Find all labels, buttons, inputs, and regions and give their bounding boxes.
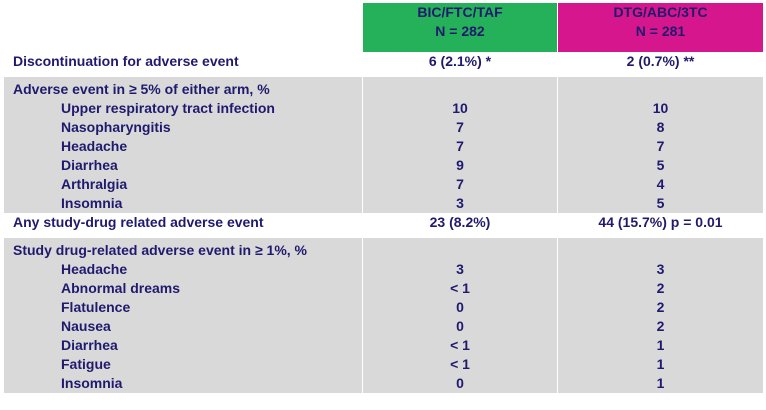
related1-arm1-value: 3 (456, 261, 464, 277)
ae5-title: Adverse event in ≥ 5% of either arm, % (13, 81, 270, 97)
ae5-arm1-value: 7 (456, 119, 464, 135)
ae5-arm2-value: 5 (656, 157, 665, 173)
ae5-arm1-value: 10 (452, 100, 468, 116)
ae5-arm2-value: 10 (652, 100, 669, 116)
header-row: BIC/FTC/TAF N = 282 DTG/ABC/3TC N = 281 (3, 2, 764, 53)
discontinuation-arm2: 2 (0.7%) ** (557, 52, 764, 77)
ae5-labels: Adverse event in ≥ 5% of either arm, % U… (3, 76, 363, 214)
discontinuation-row: Discontinuation for adverse event 6 (2.1… (3, 52, 764, 77)
ae5-item-label: Insomnia (61, 195, 123, 211)
related-arm2: 44 (15.7%) p = 0.01 (557, 213, 764, 238)
arm1-header: BIC/FTC/TAF N = 282 (362, 2, 558, 53)
ae5-arm2-value: 7 (656, 138, 665, 154)
related1-item-label: Nausea (61, 318, 111, 334)
related1-arm1-values: 3 < 1 0 0 < 1 < 1 0 (362, 237, 558, 394)
arm2-name: DTG/ABC/3TC (613, 4, 708, 20)
ae5-arm1-value: 7 (456, 176, 464, 192)
discontinuation-label: Discontinuation for adverse event (3, 52, 363, 77)
related1-arm2-values: 3 2 2 2 1 1 1 (557, 237, 764, 394)
arm1-name: BIC/FTC/TAF (417, 4, 503, 20)
ae5-section: Adverse event in ≥ 5% of either arm, % U… (3, 76, 764, 214)
related1-item-label: Insomnia (61, 375, 123, 391)
related1-item-label: Flatulence (61, 299, 131, 315)
ae5-item-label: Upper respiratory tract infection (61, 100, 275, 116)
ae5-arm2-value: 5 (656, 195, 665, 211)
related-label: Any study-drug related adverse event (3, 213, 363, 238)
ae5-item-label: Arthralgia (61, 176, 128, 192)
ae5-item-label: Diarrhea (61, 157, 118, 173)
related1-labels: Study drug-related adverse event in ≥ 1%… (3, 237, 363, 394)
related1-arm1-value: < 1 (450, 280, 470, 296)
related1-title: Study drug-related adverse event in ≥ 1%… (13, 242, 307, 258)
ae5-arm1-value: 7 (456, 138, 464, 154)
ae5-arm2-values: 10 8 7 5 4 5 (557, 76, 764, 214)
discontinuation-arm1: 6 (2.1%) * (362, 52, 558, 77)
related1-arm1-value: < 1 (450, 337, 470, 353)
related1-item-label: Headache (61, 261, 128, 277)
related1-arm2-value: 2 (656, 280, 665, 296)
adverse-events-table: BIC/FTC/TAF N = 282 DTG/ABC/3TC N = 281 … (3, 2, 764, 394)
ae5-arm1-values: 10 7 7 9 7 3 (362, 76, 558, 214)
related1-arm2-value: 3 (656, 261, 665, 277)
related1-arm1-value: < 1 (450, 356, 470, 372)
related1-arm1-value: 0 (456, 375, 464, 391)
related1-arm2-value: 2 (656, 299, 665, 315)
related1-item-label: Fatigue (61, 356, 111, 372)
ae5-arm1-value: 3 (456, 195, 464, 211)
arm2-header: DTG/ABC/3TC N = 281 (557, 2, 764, 53)
related1-arm2-value: 2 (656, 318, 665, 334)
arm1-n: N = 282 (435, 23, 485, 39)
related1-arm1-value: 0 (456, 318, 464, 334)
related1-arm2-value: 1 (656, 375, 665, 391)
arm2-n: N = 281 (635, 23, 686, 39)
ae5-item-label: Nasopharyngitis (61, 119, 171, 135)
related-arm1: 23 (8.2%) (362, 213, 558, 238)
ae5-arm1-value: 9 (456, 157, 464, 173)
related1-item-label: Diarrhea (61, 337, 118, 353)
ae5-arm2-value: 8 (656, 119, 665, 135)
related1-section: Study drug-related adverse event in ≥ 1%… (3, 237, 764, 394)
related1-arm2-value: 1 (656, 356, 665, 372)
ae5-arm2-value: 4 (656, 176, 665, 192)
ae5-item-label: Headache (61, 138, 128, 154)
related1-arm2-value: 1 (656, 337, 665, 353)
related-row: Any study-drug related adverse event 23 … (3, 213, 764, 238)
related1-item-label: Abnormal dreams (61, 280, 181, 296)
header-blank-cell (3, 2, 363, 53)
related1-arm1-value: 0 (456, 299, 464, 315)
